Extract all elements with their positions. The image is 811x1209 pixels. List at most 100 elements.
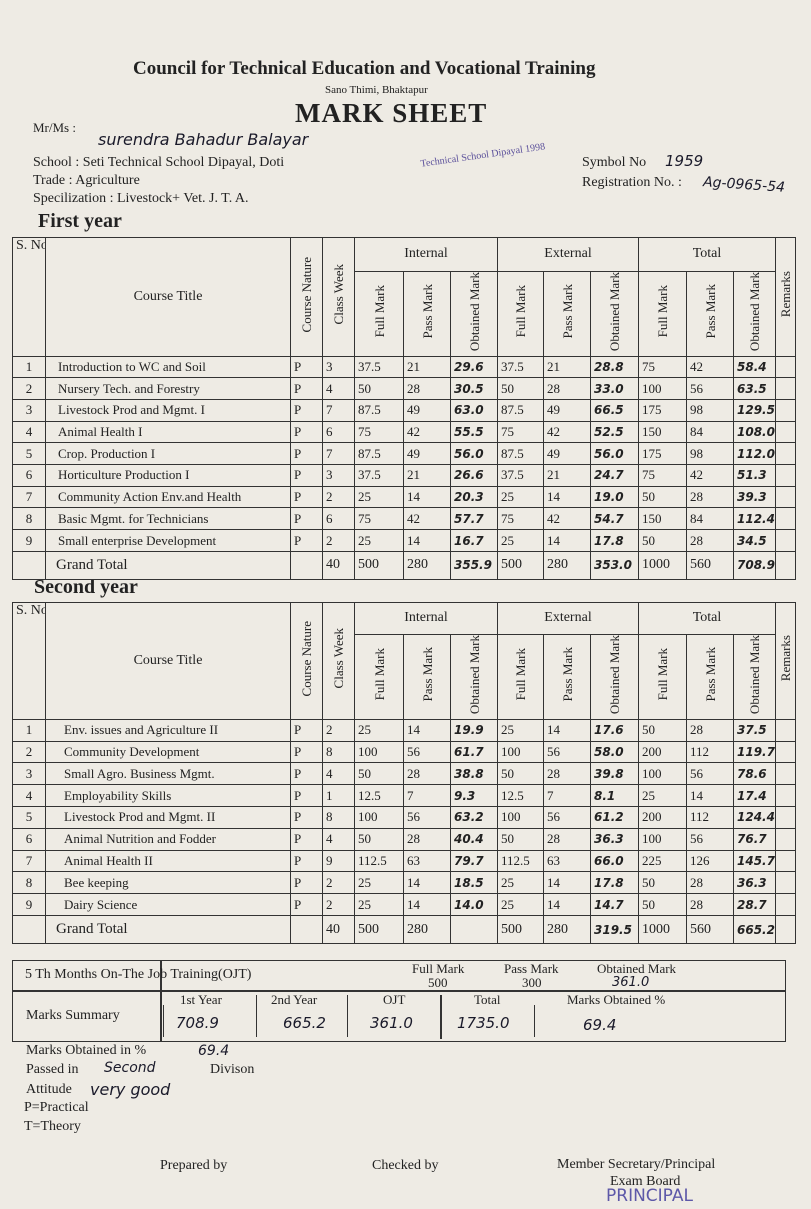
cell: 8: [322, 806, 355, 829]
cell: 14.0: [450, 893, 498, 917]
cell: 28: [403, 827, 451, 851]
cell: 56: [543, 806, 591, 829]
cell: P: [290, 762, 323, 786]
principal-stamp: PRINCIPAL: [606, 1186, 693, 1206]
header-text: Full Mark: [513, 284, 528, 338]
header-cell: S. No: [12, 602, 46, 720]
header-cell: Full Mark: [497, 270, 544, 357]
remarks-cell: [775, 377, 796, 401]
cell: Env. issues and Agriculture II: [45, 718, 291, 742]
cell: 75: [354, 507, 404, 531]
cell: 25: [497, 871, 544, 895]
cell: 12.5: [354, 784, 404, 808]
cell: 5: [12, 442, 46, 466]
header-text: Course Nature: [299, 256, 314, 333]
cell: 28: [403, 762, 451, 786]
cell: 25: [354, 485, 404, 509]
cell: 112.0: [733, 442, 776, 466]
cell: 87.5: [354, 442, 404, 466]
cell: 6: [322, 420, 355, 444]
cell: 19.9: [450, 718, 498, 742]
summary-ojt: 361.0: [370, 1014, 413, 1032]
cell: 500: [497, 550, 544, 580]
cell: 708.9: [733, 550, 776, 580]
cell: 4: [12, 420, 46, 444]
cell: 5: [12, 806, 46, 829]
prepared-by: Prepared by: [160, 1158, 228, 1173]
cell: 17.8: [590, 871, 639, 895]
remarks-cell: [775, 464, 796, 487]
header-cell: Pass Mark: [686, 270, 734, 357]
header-cell: Internal: [354, 237, 498, 272]
passed-label: Passed in: [26, 1062, 79, 1077]
cell: Crop. Production I: [45, 442, 291, 466]
header-cell: Obtained Mark: [733, 633, 776, 720]
cell: P: [290, 485, 323, 509]
cell: 3: [322, 464, 355, 487]
cell: 28: [686, 893, 734, 917]
name-label: Mr/Ms :: [33, 120, 76, 135]
course-row: 1 Env. issues and Agriculture II P 2 25 14 19.…: [12, 718, 796, 742]
cell: P: [290, 849, 323, 873]
cell: 50: [497, 377, 544, 401]
cell: 78.6: [733, 762, 776, 786]
summary-second-label: 2nd Year: [271, 992, 318, 1007]
header-cell: Pass Mark: [403, 633, 451, 720]
cell: 9: [12, 529, 46, 552]
header-cell: External: [497, 237, 639, 272]
cell: 8: [12, 871, 46, 895]
cell: 66.0: [590, 849, 639, 873]
header-cell: Internal: [354, 602, 498, 635]
cell: 100: [497, 806, 544, 829]
registration-label: Registration No. :: [582, 175, 682, 190]
cell: 75: [638, 464, 687, 487]
cell: 76.7: [733, 827, 776, 851]
header-text: Obtained Mark: [747, 271, 762, 351]
header-cell: S. No.: [12, 237, 46, 357]
summary-ojt-label: OJT: [383, 992, 406, 1007]
cell: 2: [322, 718, 355, 742]
cell: 14: [686, 784, 734, 808]
header-cell: Obtained Mark: [590, 633, 639, 720]
header-cell: Course Title: [45, 237, 291, 357]
cell: 49: [543, 442, 591, 466]
member-secretary: Member Secretary/Principal: [557, 1157, 716, 1172]
header-cell: Total: [638, 237, 776, 272]
cell: 42: [543, 420, 591, 444]
school: School : Seti Technical School Dipayal, …: [33, 155, 285, 170]
cell: 52.5: [590, 420, 639, 444]
marks-table: S. No.Course Title Course Nature Class Wee…: [12, 237, 796, 580]
cell: 6: [12, 464, 46, 487]
cell: 28: [686, 529, 734, 552]
cell: 124.4: [733, 806, 776, 829]
cell: P: [290, 806, 323, 829]
cell: 200: [638, 740, 687, 764]
course-row: 6 Horticulture Production I P 3 37.5 21 26.6 37…: [12, 464, 796, 487]
cell: 14: [543, 485, 591, 509]
cell: 37.5: [733, 718, 776, 742]
cell: Horticulture Production I: [45, 464, 291, 487]
cell: 55.5: [450, 420, 498, 444]
cell: 28: [543, 762, 591, 786]
rule: [256, 995, 348, 1037]
cell: 61.7: [450, 740, 498, 764]
cell: 21: [543, 355, 591, 379]
cell: 50: [638, 871, 687, 895]
course-row: 4 Animal Health I P 6 75 42 55.5 75 42 52.5 150 84 1…: [12, 420, 796, 444]
cell: P: [290, 442, 323, 466]
remarks-cell: [775, 915, 796, 945]
header-text: Pass Mark: [559, 283, 575, 339]
cell: 560: [686, 915, 734, 945]
cell: 87.5: [497, 442, 544, 466]
cell: 4: [322, 762, 355, 786]
cell: Nursery Tech. and Forestry: [45, 377, 291, 401]
remarks-cell: [775, 718, 796, 742]
header-text: Pass Mark: [419, 283, 435, 339]
cell: 66.5: [590, 399, 639, 422]
header-text: Full Mark: [655, 648, 670, 701]
header-text: Remarks: [778, 271, 793, 318]
course-row: 7 Animal Health II P 9 112.5 63 79.7 112.5 63 66.…: [12, 849, 796, 873]
cell: 58.4: [733, 355, 776, 379]
ojt-full: 500: [428, 975, 448, 990]
